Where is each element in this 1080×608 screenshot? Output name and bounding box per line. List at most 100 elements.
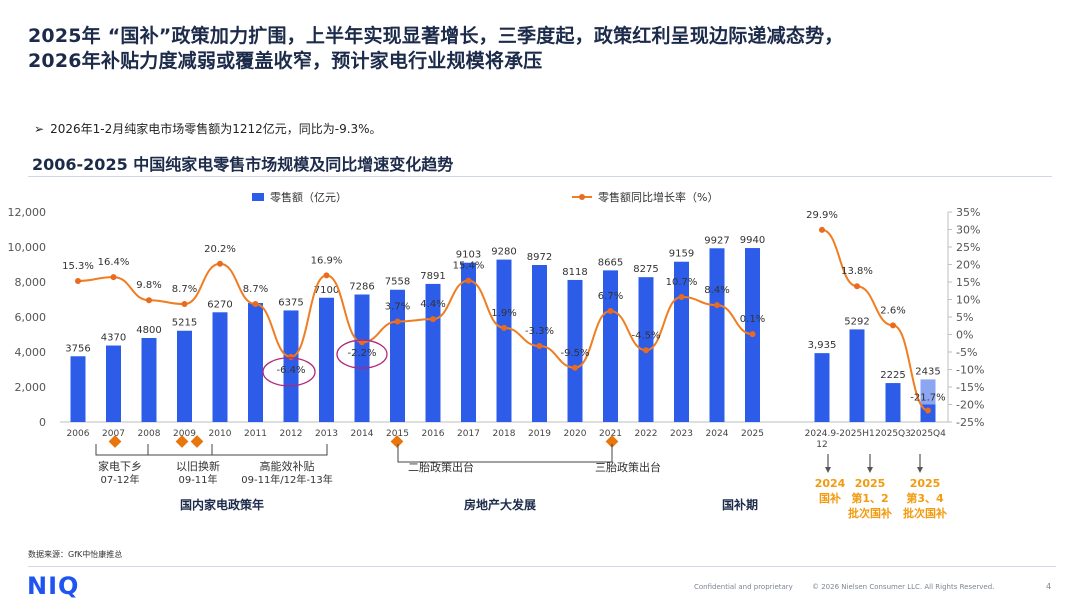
growth-label-2025Q4: -21.7% (910, 392, 945, 403)
right-axis-tick: -5% (956, 346, 977, 359)
growth-point-2021 (607, 308, 614, 315)
growth-point-2018 (501, 324, 507, 331)
right-axis-tick: -10% (956, 364, 984, 377)
legend-bar-swatch (252, 193, 264, 201)
growth-label-2021: 6.7% (598, 291, 623, 302)
legend-line-label: 零售额同比增长率（%） (598, 190, 718, 204)
bar-2011 (248, 303, 263, 422)
growth-label-2006: 15.3% (62, 261, 94, 272)
subsidy-note: 第3、4 (906, 491, 944, 505)
right-axis-tick: 20% (956, 259, 980, 272)
x-tick-2025Q3: 2025Q3 (875, 429, 911, 439)
bar-label-2024: 9927 (704, 235, 729, 246)
right-axis-tick: 15% (956, 276, 980, 289)
subsidy-note: 国补 (819, 491, 841, 505)
bar-label-2025Q3: 2225 (880, 370, 905, 381)
policy-label-years: 07-12年 (100, 473, 139, 486)
growth-point-2025Q4 (925, 407, 931, 414)
left-axis-tick: 10,000 (8, 241, 47, 254)
subsidy-note: 第1、2 (851, 491, 888, 505)
headline-line-2: 2026年补贴力度减弱或覆盖收窄，预计家电行业规模将承压 (28, 50, 543, 72)
growth-label-2024.9-12: 29.9% (806, 210, 838, 221)
bar-label-2022: 8275 (633, 264, 658, 275)
growth-point-2016 (430, 316, 436, 323)
growth-line-subsidy (821, 228, 929, 412)
bar-label-2025: 9940 (740, 235, 765, 246)
growth-label-2008: 9.8% (136, 280, 161, 291)
growth-label-2018: 1.9% (491, 308, 516, 319)
footer-confidential: Confidential and proprietary (694, 583, 793, 591)
bar-label-2012: 6375 (278, 297, 303, 308)
bar-2024.9-12 (814, 353, 830, 422)
bar-label-2021: 8665 (598, 257, 623, 268)
policy-label: 三胎政策出台 (595, 460, 661, 474)
x-tick-2025Q4: 2025Q4 (910, 429, 946, 439)
x-tick-2014: 2014 (351, 429, 374, 439)
chart-title: 2006-2025 中国纯家电零售市场规模及同比增速变化趋势 (32, 155, 454, 174)
bar-2025H1 (849, 329, 865, 422)
policy-label: 以旧换新 (176, 459, 220, 473)
x-tick-2024-9-12-b: 12 (816, 440, 827, 450)
growth-label-2009: 8.7% (172, 284, 197, 295)
bar-label-2010: 6270 (207, 299, 232, 310)
growth-label-2024: 8.4% (704, 285, 729, 296)
growth-label-2016: 4.4% (420, 299, 445, 310)
arrow-down-icon (917, 467, 923, 473)
subsidy-note: 2025 (855, 477, 886, 490)
growth-label-2023: 10.7% (666, 277, 698, 288)
growth-label-2025Q3: 2.6% (880, 305, 905, 316)
legend-line-marker (579, 194, 585, 200)
growth-point-2017 (465, 277, 472, 284)
bar-2021 (603, 270, 618, 422)
growth-point-2009 (181, 301, 188, 308)
x-tick-2019: 2019 (528, 429, 551, 439)
policy-label: 家电下乡 (98, 459, 142, 473)
growth-point-2025H1 (854, 283, 860, 290)
right-axis-tick: 5% (956, 311, 973, 324)
x-tick-2024-9-12: 2024.9- (805, 429, 840, 439)
growth-point-2007 (110, 274, 117, 281)
legend: 零售额（亿元） 零售额同比增长率（%） (252, 190, 718, 204)
x-tick-2007: 2007 (102, 429, 125, 439)
growth-label-2019: -3.3% (525, 326, 554, 337)
x-tick-2008: 2008 (138, 429, 161, 439)
highlight-circle-2014 (336, 339, 388, 369)
bar-value-labels: 3756 4370 4800 5215 6270 6375 7100 7286 7558 7891… (65, 235, 940, 381)
growth-label-2007: 16.4% (98, 257, 130, 268)
bar-2020 (567, 279, 583, 422)
right-axis-tick: 35% (956, 206, 980, 219)
bar-label-2013: 7100 (314, 285, 339, 296)
policy-marker-icon (108, 435, 122, 448)
bar-label-2025Q4: 2435 (915, 366, 940, 377)
bar-label-2017: 9103 (456, 250, 481, 261)
bar-2024 (709, 248, 725, 422)
policy-marker-icon (175, 435, 189, 448)
growth-labels: 15.3% 16.4% 9.8% 8.7% 20.2% 8.7% -6.4% 16.9% -2.… (62, 210, 946, 404)
growth-point-2013 (323, 272, 330, 279)
bar-label-2025H1: 5292 (844, 316, 869, 327)
left-axis-tick: 0 (39, 416, 46, 429)
growth-point-2012 (288, 353, 294, 360)
bar-2014 (354, 294, 370, 422)
subsidy-note: 批次国补 (903, 506, 947, 520)
growth-label-2025H1: 13.8% (841, 266, 873, 277)
growth-line-series (75, 226, 931, 414)
growth-label-2013: 16.9% (311, 255, 343, 266)
headline: 2025年 “国补”政策加力扩围，上半年实现显著增长，三季度起，政策红利呈现边际… (28, 24, 1048, 74)
bar-2013 (319, 297, 334, 422)
footer-divider (28, 566, 1056, 567)
bar-2023 (674, 261, 689, 422)
left-axis: 0 2,000 4,000 6,000 8,000 10,000 12,000 (8, 206, 47, 429)
growth-label-2012: -6.4% (276, 365, 305, 376)
bar-label-2020: 8118 (562, 267, 587, 278)
growth-label-2014: -2.2% (347, 348, 376, 359)
growth-point-2008 (146, 297, 152, 304)
growth-label-2015: 3.7% (385, 302, 410, 313)
bar-label-2009: 5215 (172, 318, 197, 329)
right-axis-tick: 10% (956, 294, 980, 307)
bar-2018 (496, 259, 512, 422)
policy-label-years: 09-11年/12年-13年 (241, 473, 332, 486)
growth-point-2025 (749, 331, 756, 338)
